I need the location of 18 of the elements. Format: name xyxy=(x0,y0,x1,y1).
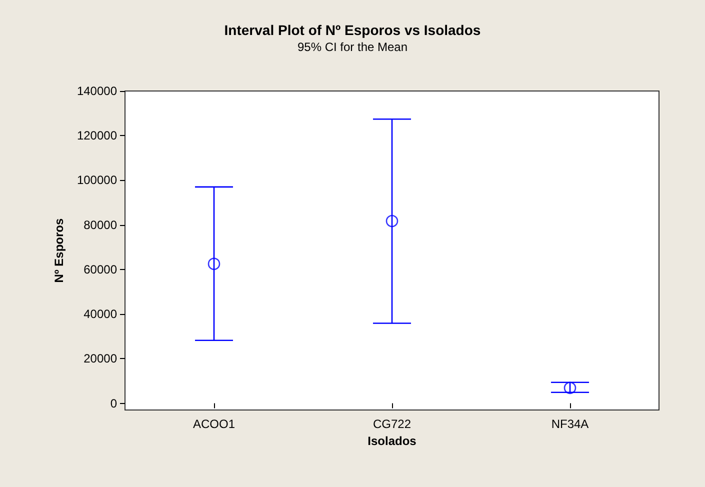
y-tick-label: 100000 xyxy=(76,173,118,188)
x-tick-label: ACOO1 xyxy=(192,417,236,431)
x-tick-label: CG722 xyxy=(372,417,412,431)
point xyxy=(386,214,398,228)
x-axis-title: Isolados xyxy=(368,434,417,448)
point xyxy=(208,258,220,270)
y-tick-label: 40000 xyxy=(84,307,118,322)
chart-subtitle: 95% CI for the Mean xyxy=(297,40,408,54)
y-tick-label: 0 xyxy=(110,396,118,410)
x-tick-label: NF34A xyxy=(551,417,589,431)
chart-title: Interval Plot of Nº Esporos vs Isolados xyxy=(224,22,481,38)
point xyxy=(564,382,576,394)
y-tick-label: 60000 xyxy=(84,262,118,276)
y-tick-label: 140000 xyxy=(76,84,118,98)
y-tick-label: 20000 xyxy=(84,352,118,366)
y-tick-label: 80000 xyxy=(84,218,118,232)
y-tick-label: 120000 xyxy=(76,128,118,143)
y-axis-title: Nº Esporos xyxy=(52,218,66,283)
